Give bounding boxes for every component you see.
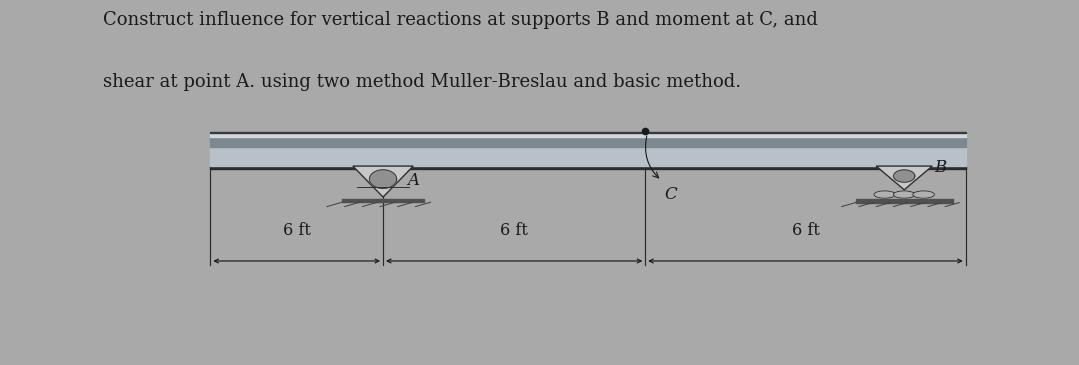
Bar: [210, 132, 966, 133]
Bar: [210, 166, 966, 169]
Polygon shape: [353, 166, 413, 197]
Polygon shape: [876, 166, 932, 190]
Polygon shape: [893, 170, 915, 182]
Text: B: B: [934, 160, 946, 176]
Circle shape: [874, 191, 896, 198]
Text: C: C: [665, 186, 678, 203]
Text: shear at point A. using two method Muller-Breslau and basic method.: shear at point A. using two method Mulle…: [103, 73, 740, 91]
Text: 6 ft: 6 ft: [283, 222, 311, 239]
Bar: [210, 133, 966, 137]
Bar: [342, 199, 424, 202]
Circle shape: [913, 191, 934, 198]
Bar: [856, 199, 953, 203]
Circle shape: [893, 191, 915, 198]
Polygon shape: [369, 170, 397, 188]
Text: 6 ft: 6 ft: [500, 222, 528, 239]
Text: A: A: [407, 172, 419, 189]
Bar: [210, 135, 966, 166]
Bar: [210, 135, 966, 147]
Text: 6 ft: 6 ft: [792, 222, 820, 239]
Text: Construct influence for vertical reactions at supports B and moment at C, and: Construct influence for vertical reactio…: [103, 11, 818, 29]
